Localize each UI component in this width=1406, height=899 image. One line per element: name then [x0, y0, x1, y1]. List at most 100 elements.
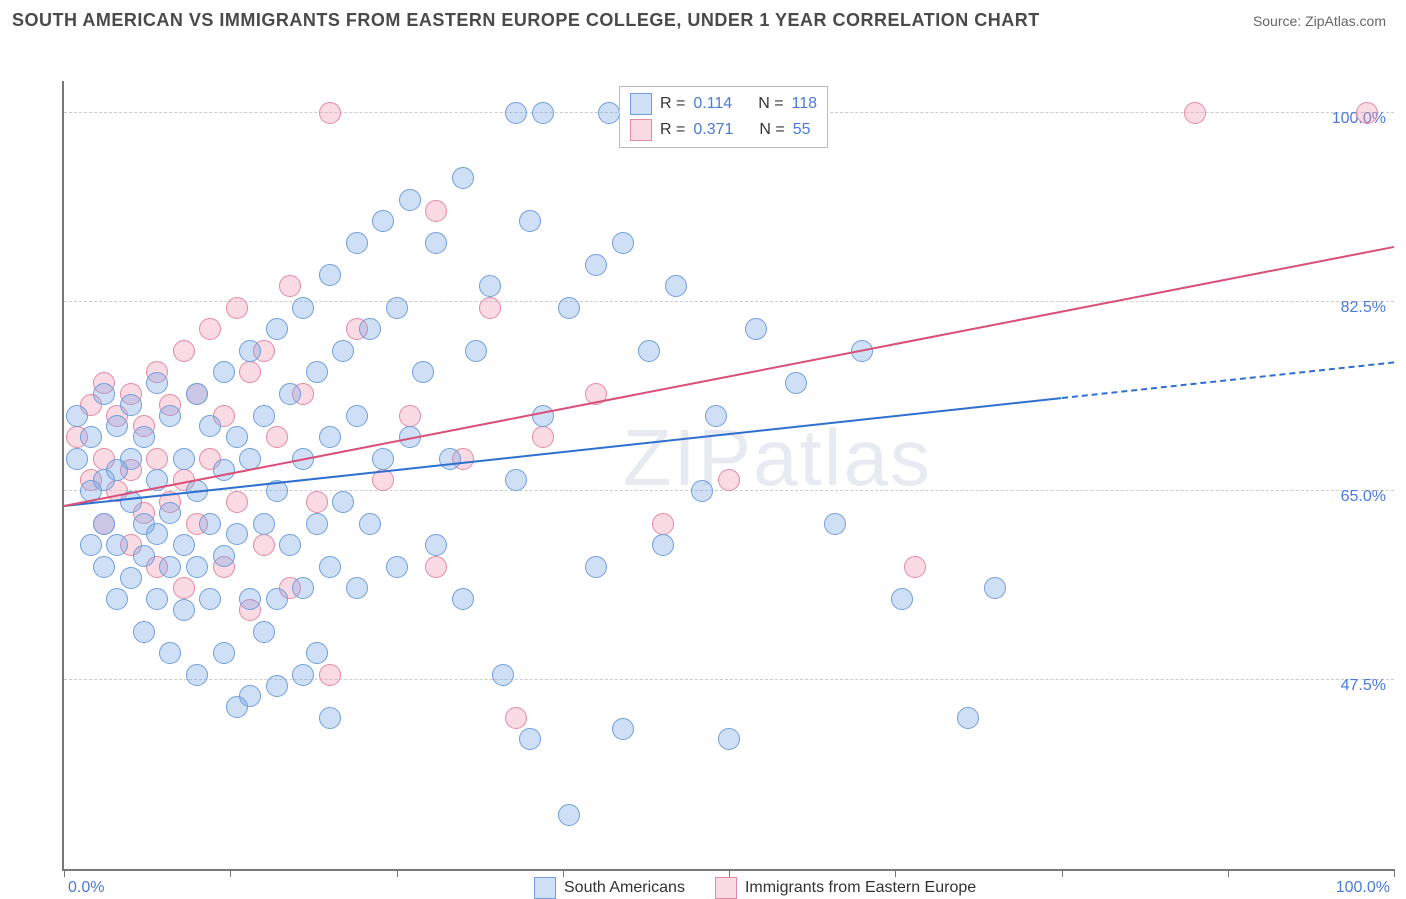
- scatter-point: [199, 318, 221, 340]
- stat-n-value: 55: [793, 121, 811, 139]
- y-tick-label: 82.5%: [1341, 299, 1386, 317]
- scatter-point: [199, 415, 221, 437]
- scatter-point: [306, 642, 328, 664]
- scatter-point: [80, 534, 102, 556]
- scatter-point: [120, 394, 142, 416]
- scatter-point: [479, 275, 501, 297]
- scatter-point: [106, 534, 128, 556]
- scatter-point: [266, 318, 288, 340]
- scatter-point: [133, 545, 155, 567]
- scatter-point: [505, 469, 527, 491]
- scatter-point: [239, 361, 261, 383]
- scatter-point: [558, 804, 580, 826]
- trend-line: [64, 246, 1394, 507]
- scatter-point: [386, 556, 408, 578]
- scatter-point: [425, 200, 447, 222]
- stat-r-value: 0.114: [693, 95, 732, 113]
- scatter-point: [279, 534, 301, 556]
- scatter-point: [253, 621, 275, 643]
- scatter-point: [186, 556, 208, 578]
- scatter-point: [186, 664, 208, 686]
- scatter-point: [319, 664, 341, 686]
- scatter-point: [319, 556, 341, 578]
- scatter-point: [292, 297, 314, 319]
- scatter-point: [226, 297, 248, 319]
- x-tick: [397, 869, 398, 877]
- scatter-point: [253, 534, 275, 556]
- scatter-point: [399, 405, 421, 427]
- scatter-point: [718, 728, 740, 750]
- y-tick-label: 65.0%: [1341, 488, 1386, 506]
- legend-swatch: [630, 119, 652, 141]
- scatter-point: [133, 426, 155, 448]
- scatter-point: [332, 491, 354, 513]
- scatter-point: [665, 275, 687, 297]
- scatter-point: [239, 340, 261, 362]
- scatter-point: [253, 405, 275, 427]
- scatter-point: [173, 448, 195, 470]
- gridline: [64, 679, 1394, 680]
- source-label: Source: ZipAtlas.com: [1253, 13, 1386, 29]
- scatter-point: [705, 405, 727, 427]
- x-tick: [729, 869, 730, 877]
- scatter-point: [133, 621, 155, 643]
- scatter-point: [239, 685, 261, 707]
- scatter-point: [306, 361, 328, 383]
- scatter-point: [279, 275, 301, 297]
- scatter-point: [226, 523, 248, 545]
- scatter-point: [279, 383, 301, 405]
- scatter-point: [785, 372, 807, 394]
- scatter-point: [239, 588, 261, 610]
- scatter-point: [159, 502, 181, 524]
- bottom-legend: South Americans Immigrants from Eastern E…: [534, 877, 976, 899]
- scatter-point: [425, 534, 447, 556]
- scatter-point: [1184, 102, 1206, 124]
- scatter-point: [652, 534, 674, 556]
- scatter-point: [585, 556, 607, 578]
- stat-r-label: R =: [660, 121, 685, 139]
- scatter-point: [93, 383, 115, 405]
- scatter-point: [146, 448, 168, 470]
- scatter-point: [146, 523, 168, 545]
- scatter-point: [80, 426, 102, 448]
- scatter-point: [159, 642, 181, 664]
- scatter-point: [226, 426, 248, 448]
- scatter-point: [306, 491, 328, 513]
- scatter-point: [319, 707, 341, 729]
- gridline: [64, 301, 1394, 302]
- scatter-point: [558, 297, 580, 319]
- legend-label: South Americans: [564, 879, 685, 897]
- scatter-point: [359, 318, 381, 340]
- scatter-point: [598, 102, 620, 124]
- scatter-point: [425, 556, 447, 578]
- stat-n-value: 118: [792, 95, 818, 113]
- scatter-point: [904, 556, 926, 578]
- scatter-point: [213, 361, 235, 383]
- scatter-point: [306, 513, 328, 535]
- scatter-point: [159, 405, 181, 427]
- scatter-point: [146, 372, 168, 394]
- stats-row: R =0.371N =55: [630, 117, 817, 143]
- scatter-point: [159, 556, 181, 578]
- scatter-point: [359, 513, 381, 535]
- scatter-point: [439, 448, 461, 470]
- scatter-point: [532, 426, 554, 448]
- stat-n-label: N =: [758, 95, 783, 113]
- scatter-point: [399, 189, 421, 211]
- legend-label: Immigrants from Eastern Europe: [745, 879, 976, 897]
- scatter-point: [452, 588, 474, 610]
- scatter-point: [492, 664, 514, 686]
- scatter-point: [106, 415, 128, 437]
- scatter-point: [66, 405, 88, 427]
- x-min-label: 0.0%: [68, 879, 104, 897]
- x-tick: [1394, 869, 1395, 877]
- stats-row: R =0.114N =118: [630, 91, 817, 117]
- scatter-point: [292, 577, 314, 599]
- scatter-point: [173, 599, 195, 621]
- scatter-point: [372, 210, 394, 232]
- scatter-point: [319, 102, 341, 124]
- scatter-point: [93, 556, 115, 578]
- scatter-point: [386, 297, 408, 319]
- x-tick: [64, 869, 65, 877]
- scatter-point: [346, 405, 368, 427]
